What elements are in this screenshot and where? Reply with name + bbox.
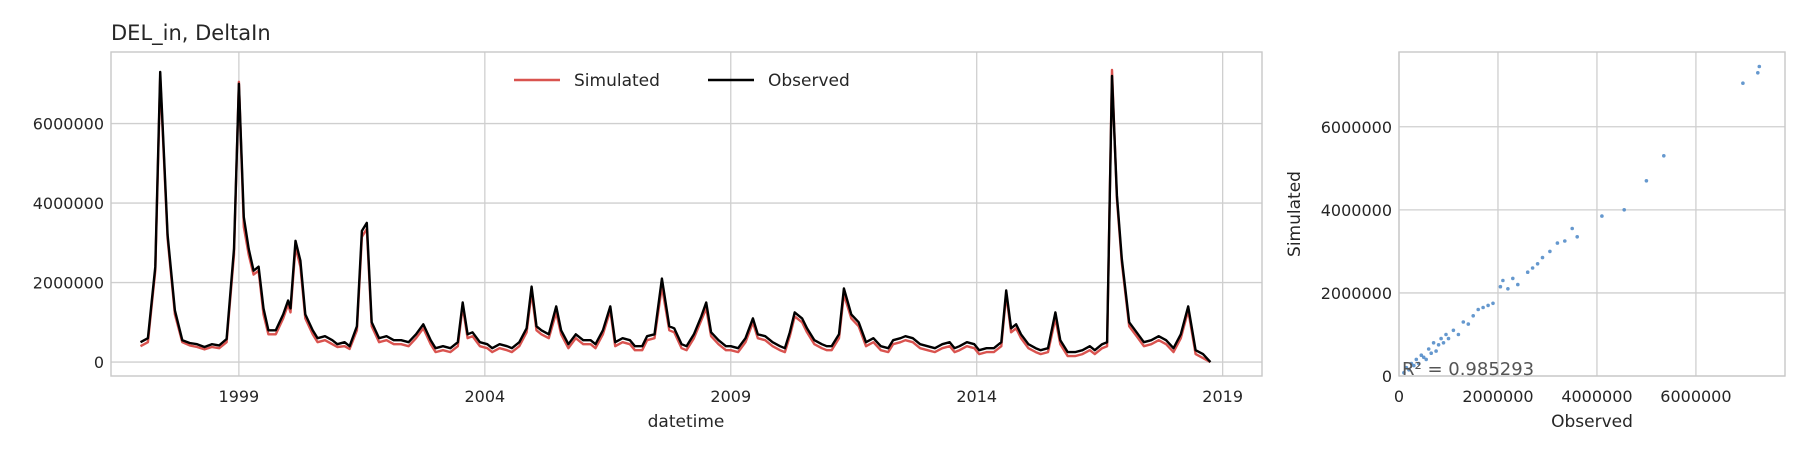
scatter-point — [1456, 332, 1461, 337]
timeseries-y-tick-label: 2000000 — [33, 274, 104, 293]
scatter-point — [1407, 368, 1411, 372]
timeseries-y-tick-label: 4000000 — [33, 194, 104, 213]
scatter-y-tick-label: 0 — [1382, 367, 1392, 386]
scatter-x-tick-label: 6000000 — [1660, 387, 1731, 406]
scatter-y-label: Simulated — [1285, 171, 1305, 257]
scatter-point — [1600, 214, 1604, 218]
scatter-point — [1431, 341, 1436, 345]
scatter-grid — [1398, 52, 1785, 377]
scatter-point — [1404, 365, 1409, 370]
scatter-point — [1555, 241, 1560, 245]
timeseries-y-tick-label: 0 — [94, 353, 104, 372]
scatter-point — [1575, 235, 1579, 239]
scatter-point — [1757, 64, 1762, 69]
scatter-point — [1434, 349, 1438, 353]
scatter-point — [1451, 328, 1456, 333]
timeseries-y-tick-label: 6000000 — [33, 115, 104, 134]
scatter-frame — [1398, 51, 1786, 377]
scatter-points — [1402, 64, 1762, 375]
scatter-point — [1498, 284, 1503, 289]
scatter-point — [1501, 278, 1505, 283]
timeseries-x-tick-label: 1999 — [219, 387, 260, 406]
scatter-x-ticks: 0 2000000 4000000 6000000 — [1394, 387, 1732, 406]
timeseries-grid — [111, 52, 1262, 376]
scatter-point — [1570, 226, 1574, 231]
scatter-point — [1530, 266, 1535, 270]
legend-label-simulated: Simulated — [574, 71, 660, 91]
scatter-point — [1506, 287, 1510, 291]
scatter-x-tick-label: 0 — [1394, 387, 1404, 406]
series-line-simulated — [139, 68, 1211, 364]
scatter-point — [1476, 307, 1480, 312]
scatter-point — [1563, 239, 1567, 243]
timeseries-lines — [139, 68, 1212, 364]
scatter-point — [1419, 353, 1424, 358]
scatter-point — [1444, 332, 1448, 337]
scatter-point — [1486, 303, 1490, 308]
scatter-point — [1436, 343, 1441, 347]
scatter-point — [1421, 355, 1426, 360]
scatter-point — [1756, 71, 1760, 75]
scatter-point — [1414, 357, 1419, 362]
scatter-point — [1471, 314, 1475, 318]
scatter-point — [1417, 361, 1421, 366]
r-squared-annotation: R² = 0.985293 — [1402, 359, 1534, 380]
scatter-point — [1439, 336, 1443, 341]
timeseries-x-tick-label: 2004 — [464, 387, 505, 406]
scatter-y-tick-label: 6000000 — [1321, 118, 1392, 137]
scatter-point — [1466, 322, 1471, 326]
timeseries-x-tick-label: 2009 — [710, 387, 751, 406]
scatter-point — [1516, 282, 1520, 287]
scatter-y-tick-label: 4000000 — [1321, 201, 1392, 220]
legend: Simulated Observed — [514, 71, 850, 91]
timeseries-x-label: datetime — [648, 412, 725, 432]
timeseries-y-ticks: 0 2000000 4000000 6000000 — [33, 115, 104, 373]
scatter-point — [1491, 301, 1495, 306]
timeseries-x-tick-label: 2019 — [1202, 387, 1243, 406]
legend-label-observed: Observed — [768, 71, 850, 91]
scatter-point — [1424, 357, 1428, 362]
scatter-point — [1461, 320, 1466, 324]
timeseries-x-tick-label: 2014 — [956, 387, 997, 406]
scatter-point — [1525, 270, 1530, 275]
scatter-point — [1446, 336, 1451, 341]
scatter-point — [1511, 276, 1515, 281]
scatter-x-label: Observed — [1551, 412, 1633, 432]
scatter-point — [1426, 347, 1431, 351]
scatter-point — [1741, 81, 1745, 85]
scatter-point — [1412, 363, 1416, 368]
scatter-point — [1535, 262, 1540, 266]
series-line-observed — [139, 70, 1212, 363]
scatter-point — [1540, 255, 1545, 260]
scatter-y-ticks: 0 2000000 4000000 6000000 — [1321, 118, 1392, 386]
scatter-point — [1622, 208, 1626, 212]
scatter-y-tick-label: 2000000 — [1321, 284, 1392, 303]
timeseries-x-ticks: 1999 2004 2009 2014 2019 — [219, 387, 1243, 406]
scatter-point — [1409, 361, 1414, 366]
scatter-point — [1429, 351, 1433, 356]
scatter-x-tick-label: 2000000 — [1462, 387, 1533, 406]
timeseries-frame — [110, 51, 1263, 377]
scatter-point — [1662, 154, 1666, 158]
scatter-point — [1644, 179, 1649, 183]
scatter-point — [1481, 305, 1485, 310]
timeseries-title: DEL_in, DeltaIn — [111, 21, 271, 46]
scatter-x-tick-label: 4000000 — [1561, 387, 1632, 406]
scatter-point — [1548, 249, 1552, 254]
scatter-point — [1402, 370, 1406, 375]
scatter-point — [1441, 341, 1446, 345]
